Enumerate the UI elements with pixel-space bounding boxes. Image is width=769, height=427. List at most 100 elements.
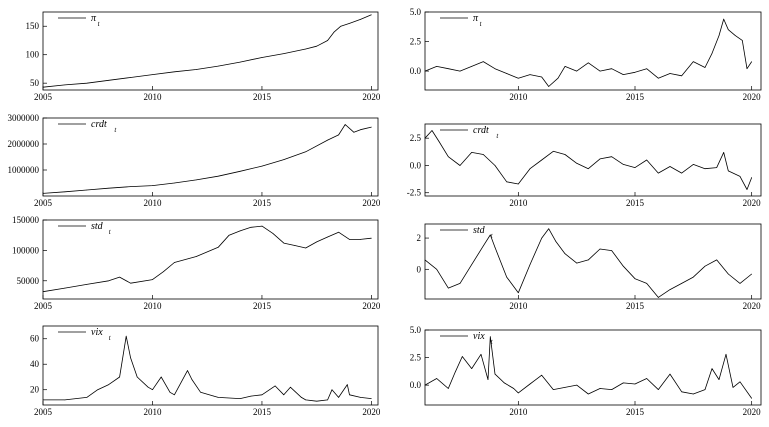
- data-point: [716, 259, 717, 261]
- data-point: [529, 264, 531, 265]
- data-point: [555, 240, 556, 242]
- data-point: [455, 371, 456, 373]
- data-point: [576, 262, 577, 264]
- data-point: [471, 66, 472, 67]
- data-point: [213, 395, 215, 397]
- data-point: [301, 397, 302, 398]
- data-point: [735, 35, 736, 36]
- y-tick-label: 100: [26, 50, 40, 60]
- data-point: [424, 70, 426, 72]
- data-point: [459, 70, 461, 72]
- data-point: [487, 379, 489, 380]
- data-point: [130, 186, 131, 187]
- data-point: [623, 164, 624, 165]
- data-point: [742, 40, 743, 41]
- data-point: [723, 18, 724, 20]
- data-point: [64, 287, 66, 289]
- y-tick-label: 20: [30, 385, 40, 395]
- data-point: [681, 283, 682, 284]
- data-point: [290, 386, 291, 388]
- data-point: [725, 353, 727, 355]
- legend-subscript: t: [98, 20, 101, 28]
- data-point: [250, 395, 252, 397]
- x-tick-label: 2020: [743, 407, 762, 417]
- x-tick-label: 2010: [143, 198, 162, 208]
- x-tick-label: 2015: [626, 92, 645, 102]
- data-point: [438, 141, 440, 142]
- data-point: [42, 291, 44, 293]
- data-point: [723, 152, 724, 153]
- data-point: [152, 74, 153, 75]
- data-point: [42, 399, 44, 401]
- x-tick-label: 2005: [34, 198, 53, 208]
- plot-frame: [42, 117, 379, 197]
- data-point: [494, 165, 496, 166]
- data-point: [494, 247, 496, 248]
- data-point: [588, 393, 589, 395]
- panel-pi_level: 2005 2010 2015 2020 50 100 150 π t: [26, 11, 381, 102]
- legend-label: π: [91, 13, 97, 24]
- x-tick-label: 2010: [143, 407, 162, 417]
- data-point: [294, 245, 296, 246]
- data-point: [360, 397, 361, 398]
- data-point: [599, 70, 601, 72]
- panel-std_std: 2010 2015 2020 0 2 std t: [417, 223, 762, 311]
- data-point: [169, 391, 171, 393]
- data-point: [195, 179, 197, 181]
- data-point: [86, 189, 88, 191]
- data-point: [272, 233, 274, 234]
- panel-std_level: 2005 2010 2015 2020 50000 100000 150000 std t: [12, 215, 381, 311]
- data-point: [174, 71, 175, 73]
- data-point: [448, 156, 449, 158]
- data-point: [623, 265, 624, 267]
- data-point: [360, 129, 361, 130]
- data-point: [327, 236, 328, 238]
- data-point: [327, 139, 328, 141]
- data-point: [728, 29, 729, 31]
- data-point: [548, 86, 549, 87]
- data-point: [548, 228, 549, 229]
- y-tick-label: 2000000: [8, 139, 40, 149]
- data-point: [338, 231, 339, 233]
- data-point: [333, 31, 335, 33]
- data-point: [42, 193, 44, 194]
- data-point: [541, 237, 542, 239]
- plot-frame: [424, 123, 762, 197]
- data-point: [125, 335, 127, 337]
- data-point: [250, 226, 252, 228]
- data-point: [646, 68, 647, 70]
- data-point: [108, 187, 109, 189]
- legend-subscript: t: [491, 338, 494, 346]
- x-tick-label: 2020: [743, 92, 762, 102]
- data-point: [669, 373, 671, 375]
- data-point: [681, 391, 682, 393]
- y-tick-label: 150000: [12, 215, 40, 225]
- data-point: [669, 166, 671, 167]
- x-tick-label: 2015: [626, 407, 645, 417]
- data-point: [599, 248, 601, 250]
- data-point: [371, 398, 372, 399]
- legend-subscript: t: [114, 126, 117, 134]
- data-point: [704, 168, 706, 170]
- data-point: [42, 86, 44, 88]
- legend-label: crdt: [473, 125, 489, 136]
- data-point: [751, 61, 752, 62]
- data-point: [316, 400, 317, 402]
- data-point: [599, 158, 601, 160]
- data-point: [152, 185, 153, 186]
- data-point: [588, 62, 589, 64]
- data-point: [239, 398, 241, 399]
- data-point: [634, 383, 636, 385]
- data-point: [711, 53, 713, 54]
- data-point: [371, 126, 372, 128]
- data-point: [541, 159, 542, 161]
- data-point: [751, 177, 752, 178]
- data-point: [108, 280, 109, 282]
- data-point: [490, 234, 491, 236]
- y-tick-label: 2.5: [410, 133, 422, 143]
- data-point: [471, 152, 472, 153]
- data-point: [751, 398, 752, 399]
- x-tick-label: 2020: [362, 407, 381, 417]
- x-tick-label: 2015: [253, 301, 272, 311]
